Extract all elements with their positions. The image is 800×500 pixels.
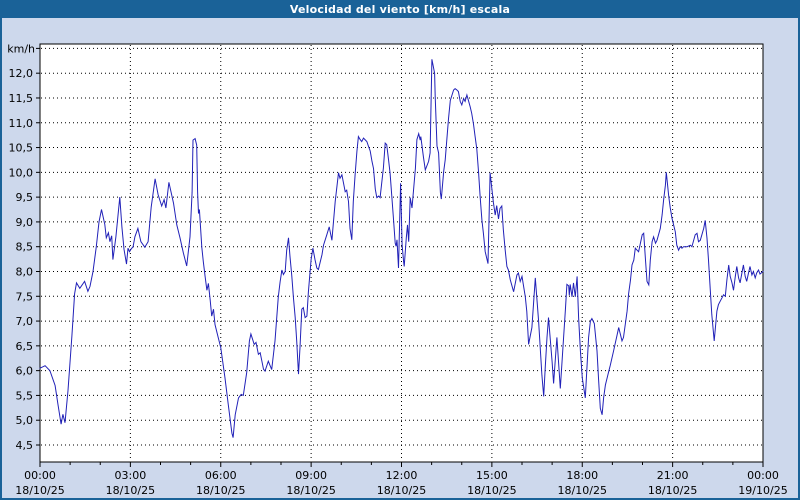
chart-title-bar: Velocidad del viento [km/h] escala	[2, 2, 798, 18]
vertical-gridlines	[129, 45, 674, 461]
svg-text:06:00: 06:00	[205, 469, 237, 482]
svg-text:18/10/25: 18/10/25	[196, 484, 245, 497]
svg-text:09:00: 09:00	[295, 469, 327, 482]
svg-text:5,5: 5,5	[16, 389, 34, 402]
svg-text:19/10/25: 19/10/25	[738, 484, 787, 497]
svg-text:9,5: 9,5	[16, 191, 34, 204]
svg-text:18/10/25: 18/10/25	[467, 484, 516, 497]
svg-text:5,0: 5,0	[16, 414, 34, 427]
svg-text:9,0: 9,0	[16, 216, 34, 229]
x-axis-labels: 00:00 18/10/25 03:00 18/10/25 06:00 18/10/25 0…	[15, 469, 787, 497]
svg-text:18/10/25: 18/10/25	[648, 484, 697, 497]
y-axis-labels: 12,0 11,5 11,0 10,5 10,0 9,5 9,0 8,5 8,0 7,5 7,0 6,…	[9, 67, 34, 452]
svg-text:8,5: 8,5	[16, 241, 34, 254]
svg-text:12,0: 12,0	[9, 67, 34, 80]
svg-text:18/10/25: 18/10/25	[286, 484, 335, 497]
svg-text:6,0: 6,0	[16, 365, 34, 378]
svg-text:8,0: 8,0	[16, 265, 34, 278]
svg-text:00:00: 00:00	[24, 469, 56, 482]
x-axis-ticks	[39, 462, 764, 467]
svg-text:10,0: 10,0	[9, 166, 34, 179]
svg-text:15:00: 15:00	[476, 469, 508, 482]
svg-text:00:00: 00:00	[747, 469, 779, 482]
svg-text:4,5: 4,5	[16, 439, 34, 452]
svg-text:6,5: 6,5	[16, 340, 34, 353]
wind-speed-chart: 12,0 11,5 11,0 10,5 10,0 9,5 9,0 8,5 8,0 7,5 7,0 6,…	[7, 42, 787, 497]
svg-text:18:00: 18:00	[566, 469, 598, 482]
svg-text:11,0: 11,0	[9, 117, 34, 130]
y-axis-unit-label: km/h	[7, 42, 35, 55]
svg-text:21:00: 21:00	[657, 469, 689, 482]
wind-speed-line	[39, 59, 764, 438]
svg-text:10,5: 10,5	[9, 142, 34, 155]
svg-text:18/10/25: 18/10/25	[558, 484, 607, 497]
svg-text:7,0: 7,0	[16, 315, 34, 328]
svg-text:18/10/25: 18/10/25	[15, 484, 64, 497]
svg-text:03:00: 03:00	[115, 469, 147, 482]
y-axis-ticks	[36, 47, 40, 446]
svg-text:7,5: 7,5	[16, 290, 34, 303]
svg-text:18/10/25: 18/10/25	[377, 484, 426, 497]
svg-text:11,5: 11,5	[9, 92, 34, 105]
svg-text:18/10/25: 18/10/25	[106, 484, 155, 497]
svg-text:12:00: 12:00	[386, 469, 418, 482]
